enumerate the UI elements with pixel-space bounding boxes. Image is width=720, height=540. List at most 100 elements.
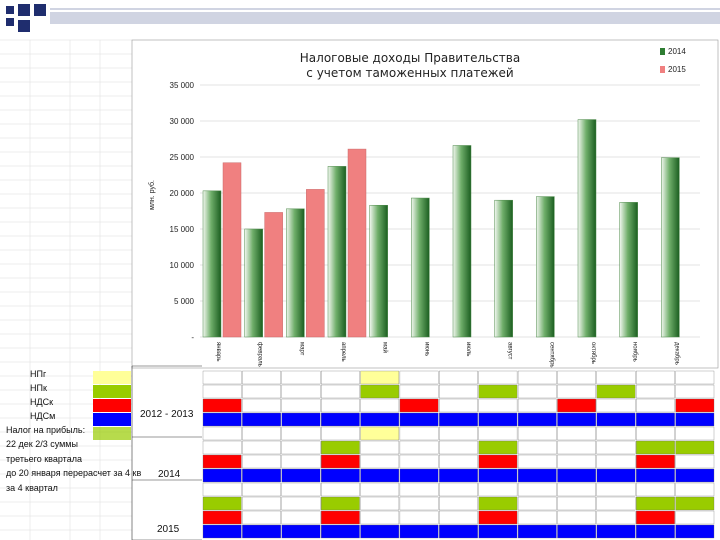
schedule-cell bbox=[557, 482, 596, 497]
schedule-cell bbox=[321, 384, 360, 399]
note-line: до 20 января перерасчет за 4 кв bbox=[6, 468, 142, 478]
x-month-label: ноябрь bbox=[632, 342, 638, 362]
schedule-cell bbox=[242, 440, 281, 455]
schedule-cell bbox=[281, 384, 321, 399]
schedule-cell bbox=[321, 370, 360, 385]
bar-2014 bbox=[619, 202, 638, 338]
bar-2015 bbox=[306, 189, 325, 338]
schedule-cell bbox=[517, 482, 557, 497]
schedule-cell bbox=[360, 370, 400, 385]
schedule-cell bbox=[321, 510, 360, 525]
schedule-cell bbox=[439, 440, 478, 455]
legend-row-swatch bbox=[93, 413, 131, 426]
schedule-cell bbox=[202, 468, 242, 483]
schedule-cell bbox=[321, 440, 360, 455]
schedule-cell bbox=[596, 482, 636, 497]
schedule-cell bbox=[321, 524, 360, 539]
schedule-cell bbox=[360, 468, 400, 483]
x-month-label: июнь bbox=[423, 342, 429, 356]
schedule-cell bbox=[399, 482, 439, 497]
schedule-cell bbox=[360, 496, 400, 511]
schedule-cell bbox=[675, 440, 715, 455]
bar-2015 bbox=[222, 162, 242, 338]
schedule-cell bbox=[242, 454, 281, 469]
bar-2015 bbox=[264, 212, 283, 338]
x-month-label: май bbox=[382, 342, 389, 353]
schedule-cell bbox=[636, 398, 675, 413]
chart-gridlines bbox=[200, 84, 700, 338]
schedule-cell bbox=[281, 510, 321, 525]
bar-2014 bbox=[661, 157, 680, 338]
schedule-cell bbox=[596, 496, 636, 511]
schedule-cell bbox=[202, 384, 242, 399]
schedule-cell bbox=[675, 482, 715, 497]
x-month-label: декабрь bbox=[673, 342, 679, 365]
x-month-label: февраль bbox=[257, 342, 263, 367]
schedule-cell bbox=[596, 398, 636, 413]
schedule-cell bbox=[321, 426, 360, 441]
schedule-cell bbox=[517, 496, 557, 511]
schedule-cell bbox=[517, 524, 557, 539]
y-tick-label: 25 000 bbox=[170, 153, 195, 162]
y-tick-label: 10 000 bbox=[170, 261, 195, 270]
schedule-cell bbox=[478, 524, 518, 539]
schedule-cell bbox=[636, 482, 675, 497]
spreadsheet-grid bbox=[0, 39, 132, 540]
schedule-cell bbox=[439, 426, 478, 441]
schedule-cell bbox=[202, 412, 242, 427]
schedule-cell bbox=[675, 496, 715, 511]
schedule-cell bbox=[399, 384, 439, 399]
schedule-cell bbox=[478, 426, 518, 441]
legend-entry: 2014 bbox=[668, 47, 686, 56]
schedule-cell bbox=[360, 398, 400, 413]
schedule-cell bbox=[478, 454, 518, 469]
schedule-cell bbox=[202, 454, 242, 469]
bar-2014 bbox=[577, 119, 597, 338]
y-tick-label: 5 000 bbox=[174, 297, 195, 306]
schedule-cell bbox=[517, 454, 557, 469]
schedule-cell bbox=[202, 510, 242, 525]
schedule-cell bbox=[281, 370, 321, 385]
schedule-cell bbox=[478, 468, 518, 483]
schedule-cell bbox=[478, 384, 518, 399]
y-tick-label: 35 000 bbox=[170, 81, 195, 90]
schedule-cell bbox=[281, 524, 321, 539]
schedule-cell bbox=[202, 524, 242, 539]
schedule-cell bbox=[557, 412, 596, 427]
schedule-cell bbox=[439, 398, 478, 413]
deco-square bbox=[18, 4, 30, 16]
schedule-cell bbox=[557, 384, 596, 399]
y-tick-label: 15 000 bbox=[170, 225, 195, 234]
note-line: Налог на прибыль: bbox=[6, 425, 86, 435]
schedule-cell bbox=[596, 510, 636, 525]
legend-row-label: НДСм bbox=[30, 411, 56, 421]
schedule-cell bbox=[439, 524, 478, 539]
y-tick-label: 30 000 bbox=[170, 117, 195, 126]
schedule-cell bbox=[596, 426, 636, 441]
x-month-label: апрель bbox=[340, 342, 346, 362]
schedule-cell bbox=[281, 482, 321, 497]
schedule-cell bbox=[478, 398, 518, 413]
schedule-cell bbox=[360, 510, 400, 525]
schedule-cell bbox=[242, 468, 281, 483]
schedule-cell bbox=[242, 370, 281, 385]
schedule-cell bbox=[636, 454, 675, 469]
schedule-cell bbox=[321, 412, 360, 427]
deco-square bbox=[34, 4, 46, 16]
schedule-cell bbox=[517, 440, 557, 455]
schedule-cell bbox=[360, 426, 400, 441]
deco-square bbox=[6, 6, 14, 14]
schedule-cell bbox=[399, 426, 439, 441]
schedule-cell bbox=[675, 454, 715, 469]
x-axis-labels: январь февраль март апрель май июнь июль август… bbox=[215, 342, 679, 368]
schedule-cell bbox=[596, 454, 636, 469]
legend-swatch bbox=[660, 48, 665, 55]
legend-row-label: НПг bbox=[30, 369, 47, 379]
schedule-cell bbox=[517, 398, 557, 413]
schedule-cell bbox=[281, 426, 321, 441]
schedule-cell bbox=[675, 370, 715, 385]
schedule-cell bbox=[360, 454, 400, 469]
schedule-cell bbox=[636, 510, 675, 525]
schedule-cell bbox=[675, 468, 715, 483]
schedule-cell bbox=[202, 426, 242, 441]
